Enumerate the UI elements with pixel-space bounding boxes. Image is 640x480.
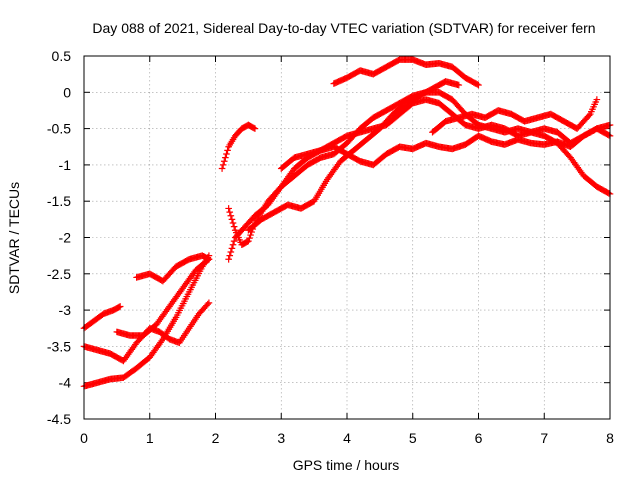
- y-tick-label: 0: [63, 84, 71, 100]
- data-point: [226, 252, 234, 259]
- series-track-i: [245, 78, 463, 234]
- series-track-g: [225, 96, 614, 263]
- series-track-l: [429, 96, 601, 136]
- data-point: [225, 255, 232, 263]
- data-point: [250, 124, 258, 132]
- data-point: [220, 157, 228, 165]
- y-tick-label: -0.5: [47, 121, 71, 137]
- y-tick-label: -4.5: [47, 411, 71, 427]
- data-point: [474, 81, 481, 88]
- data-point: [585, 112, 593, 119]
- y-tick-labels: 0.5 0 -0.5 -1 -1.5 -2 -2.5 -3 -3.5 -4 -4.5: [47, 48, 71, 427]
- data-point: [605, 189, 613, 197]
- data-point: [229, 219, 237, 227]
- y-tick-label: -3: [59, 302, 72, 318]
- y-tick-label: -1.5: [47, 193, 71, 209]
- data-point: [246, 234, 253, 242]
- data-point: [230, 223, 238, 230]
- series-track-k: [330, 56, 482, 89]
- series-track-d: [113, 255, 213, 339]
- data-point: [475, 81, 482, 89]
- data-point: [224, 147, 231, 154]
- data-point: [225, 205, 232, 212]
- y-tick-label: -3.5: [47, 338, 71, 354]
- data-point: [228, 216, 236, 223]
- series-track-f: [218, 121, 259, 172]
- data-point: [219, 161, 227, 169]
- data-point: [247, 231, 254, 239]
- x-tick-label: 5: [409, 430, 417, 446]
- data-point: [251, 125, 259, 132]
- y-tick-label: -2: [59, 230, 72, 246]
- x-tick-label: 4: [343, 430, 351, 446]
- data-point: [204, 255, 212, 262]
- x-tick-labels: 0 1 2 3 4 5 6 7 8: [80, 430, 614, 446]
- x-tick-label: 3: [277, 430, 285, 446]
- data-point: [245, 237, 252, 245]
- series-track-j: [277, 125, 614, 172]
- data-point: [115, 303, 123, 311]
- data-point: [205, 299, 213, 307]
- y-tick-label: 0.5: [52, 48, 72, 64]
- data-point: [229, 241, 237, 249]
- data-points: [80, 56, 614, 390]
- data-point: [222, 154, 229, 161]
- x-axis-title: GPS time / hours: [293, 457, 400, 473]
- data-point: [223, 150, 230, 158]
- data-point: [230, 237, 238, 245]
- y-tick-label: -2.5: [47, 266, 71, 282]
- x-tick-label: 0: [80, 430, 88, 446]
- plot-frame: [83, 55, 611, 420]
- data-point: [116, 303, 124, 310]
- grid: [84, 56, 610, 419]
- x-tick-label: 6: [475, 430, 483, 446]
- data-point: [205, 255, 213, 263]
- x-tick-label: 8: [606, 430, 614, 446]
- y-tick-label: -1: [59, 157, 72, 173]
- x-tick-label: 7: [540, 430, 548, 446]
- data-point: [228, 245, 236, 252]
- data-point: [605, 131, 613, 139]
- x-tick-label: 2: [212, 430, 220, 446]
- series-track-e: [133, 252, 213, 285]
- series-track-c: [80, 303, 124, 332]
- x-tick-label: 1: [146, 430, 154, 446]
- data-point: [455, 81, 463, 89]
- chart-title: Day 088 of 2021, Sidereal Day-to-day VTE…: [92, 20, 595, 36]
- data-point: [227, 212, 235, 220]
- data-point: [243, 238, 251, 246]
- y-tick-label: -4: [59, 375, 72, 391]
- data-point: [227, 248, 235, 256]
- data-point: [204, 300, 211, 308]
- data-point: [218, 165, 226, 172]
- y-axis-title: SDTVAR / TECUs: [6, 182, 22, 294]
- data-point: [593, 96, 601, 103]
- data-point: [226, 208, 234, 216]
